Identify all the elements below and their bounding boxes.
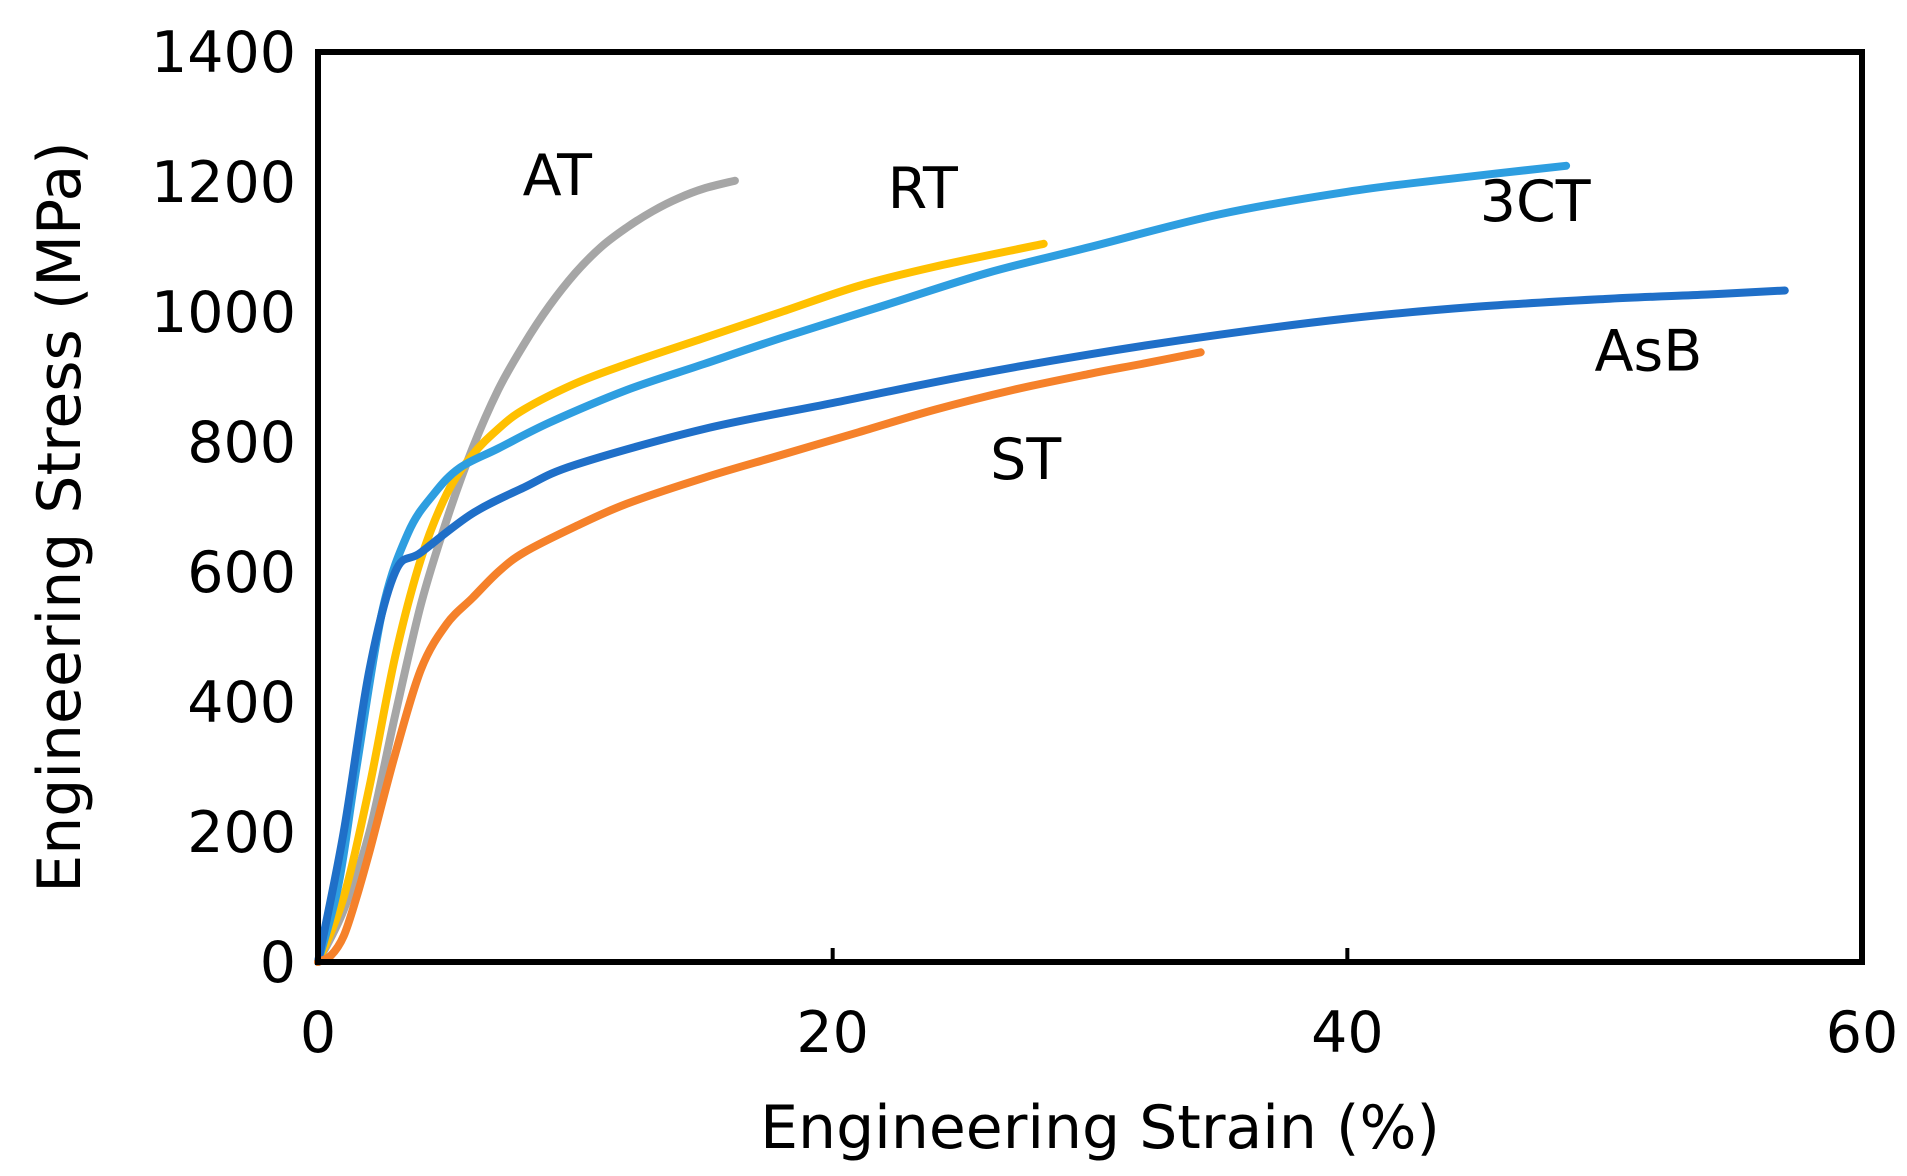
y-tick-label: 600	[187, 540, 296, 606]
y-tick-label: 1200	[151, 150, 296, 216]
series-labels: AT RT 3CT AsB ST	[523, 143, 1703, 493]
plot-frame	[315, 49, 1865, 965]
y-tick-label: 0	[260, 930, 296, 996]
y-tick-label: 1000	[151, 280, 296, 346]
series-label-at: AT	[523, 143, 593, 209]
series-label-st: ST	[990, 427, 1061, 493]
y-tick-label: 1400	[151, 20, 296, 86]
y-tick-label: 400	[187, 670, 296, 736]
series-line-at	[314, 176, 739, 966]
series-lines	[314, 161, 1789, 966]
x-tick-label: 60	[1826, 1000, 1899, 1066]
y-tick-label: 200	[187, 800, 296, 866]
x-tick-label: 20	[796, 1000, 869, 1066]
series-label-asb: AsB	[1595, 319, 1703, 385]
series-line-st	[314, 348, 1205, 966]
x-axis-title: Engineering Strain (%)	[760, 1093, 1440, 1163]
y-tick-label: 800	[187, 410, 296, 476]
x-tick-label: 0	[300, 1000, 336, 1066]
series-line-rt	[314, 239, 1048, 966]
y-axis-title: Engineering Stress (MPa)	[25, 141, 95, 892]
series-label-3ct: 3CT	[1480, 169, 1591, 235]
y-tick-labels: 0 200 400 600 800 1000 1200 1400	[151, 20, 296, 996]
series-label-rt: RT	[888, 156, 958, 222]
x-tick-label: 40	[1311, 1000, 1384, 1066]
x-tick-labels: 0 20 40 60	[300, 1000, 1898, 1066]
series-line-asb	[314, 286, 1789, 966]
